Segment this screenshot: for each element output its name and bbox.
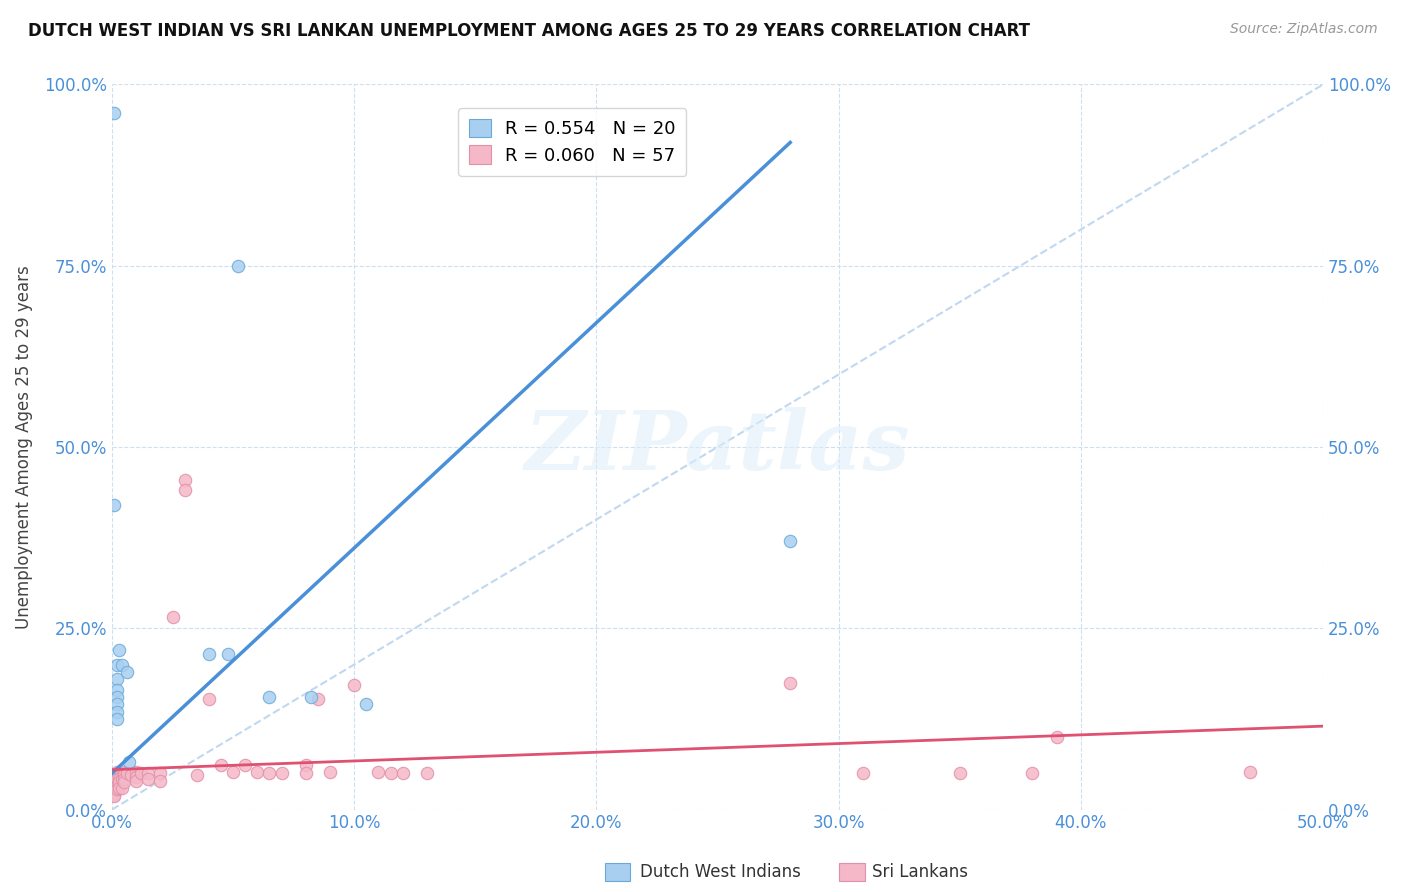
Point bbox=[270, 766, 292, 780]
Point bbox=[112, 772, 135, 786]
Point bbox=[226, 259, 249, 273]
Text: ZIPatlas: ZIPatlas bbox=[524, 407, 910, 487]
Point bbox=[103, 782, 125, 797]
Point bbox=[105, 772, 128, 786]
Point bbox=[222, 764, 245, 779]
Text: Sri Lankans: Sri Lankans bbox=[872, 863, 967, 881]
Point bbox=[1239, 764, 1261, 779]
Point bbox=[115, 766, 138, 780]
Point bbox=[103, 789, 125, 804]
Point bbox=[105, 690, 128, 705]
Point bbox=[108, 772, 131, 786]
Y-axis label: Unemployment Among Ages 25 to 29 years: Unemployment Among Ages 25 to 29 years bbox=[15, 265, 32, 629]
Point bbox=[1021, 766, 1043, 780]
Point bbox=[198, 692, 221, 706]
Point bbox=[118, 756, 141, 770]
Point bbox=[105, 682, 128, 697]
Point bbox=[307, 692, 329, 706]
Point bbox=[108, 643, 131, 657]
Point bbox=[105, 764, 128, 779]
Point bbox=[105, 770, 128, 784]
Point bbox=[186, 768, 208, 782]
Point bbox=[103, 106, 125, 120]
Point bbox=[356, 698, 378, 712]
Text: Dutch West Indians: Dutch West Indians bbox=[640, 863, 800, 881]
Point bbox=[111, 780, 134, 795]
Point bbox=[103, 777, 125, 791]
Point bbox=[380, 766, 402, 780]
Point bbox=[343, 678, 366, 692]
Point bbox=[103, 498, 125, 512]
Point bbox=[111, 657, 134, 672]
Point bbox=[136, 772, 159, 786]
Point bbox=[105, 712, 128, 726]
Text: Source: ZipAtlas.com: Source: ZipAtlas.com bbox=[1230, 22, 1378, 37]
Point bbox=[779, 534, 801, 549]
Point bbox=[852, 766, 875, 780]
Point bbox=[217, 647, 239, 661]
Point bbox=[299, 690, 322, 705]
Point bbox=[319, 764, 342, 779]
Point bbox=[259, 690, 281, 705]
Point bbox=[149, 773, 172, 788]
Point bbox=[294, 766, 316, 780]
Point bbox=[105, 657, 128, 672]
Point bbox=[120, 768, 142, 782]
Point bbox=[108, 775, 131, 789]
Point bbox=[209, 757, 232, 772]
Point bbox=[125, 773, 148, 788]
Point bbox=[149, 766, 172, 780]
Point bbox=[125, 770, 148, 784]
Point bbox=[391, 766, 413, 780]
Point bbox=[173, 473, 195, 487]
Point bbox=[162, 610, 184, 624]
Point bbox=[125, 764, 148, 779]
Point bbox=[129, 766, 152, 780]
Legend: R = 0.554   N = 20, R = 0.060   N = 57: R = 0.554 N = 20, R = 0.060 N = 57 bbox=[458, 108, 686, 176]
Point bbox=[112, 764, 135, 779]
Point bbox=[112, 775, 135, 789]
Point bbox=[112, 768, 135, 782]
Point bbox=[103, 780, 125, 795]
Point bbox=[105, 672, 128, 686]
Point bbox=[259, 766, 281, 780]
Point bbox=[779, 675, 801, 690]
Point bbox=[416, 766, 439, 780]
Point bbox=[246, 764, 269, 779]
Text: DUTCH WEST INDIAN VS SRI LANKAN UNEMPLOYMENT AMONG AGES 25 TO 29 YEARS CORRELATI: DUTCH WEST INDIAN VS SRI LANKAN UNEMPLOY… bbox=[28, 22, 1031, 40]
Point bbox=[105, 698, 128, 712]
Point bbox=[105, 705, 128, 719]
Point bbox=[103, 787, 125, 801]
Point bbox=[233, 757, 256, 772]
Point bbox=[198, 647, 221, 661]
Point bbox=[294, 757, 316, 772]
Point bbox=[108, 780, 131, 795]
Point bbox=[173, 483, 195, 498]
Point bbox=[115, 665, 138, 679]
Point bbox=[136, 766, 159, 780]
Point bbox=[1046, 730, 1069, 744]
Point bbox=[367, 764, 389, 779]
Point bbox=[103, 788, 125, 802]
Point bbox=[105, 780, 128, 794]
Point bbox=[111, 772, 134, 786]
Point bbox=[103, 770, 125, 784]
Point bbox=[105, 782, 128, 797]
Point bbox=[949, 766, 972, 780]
